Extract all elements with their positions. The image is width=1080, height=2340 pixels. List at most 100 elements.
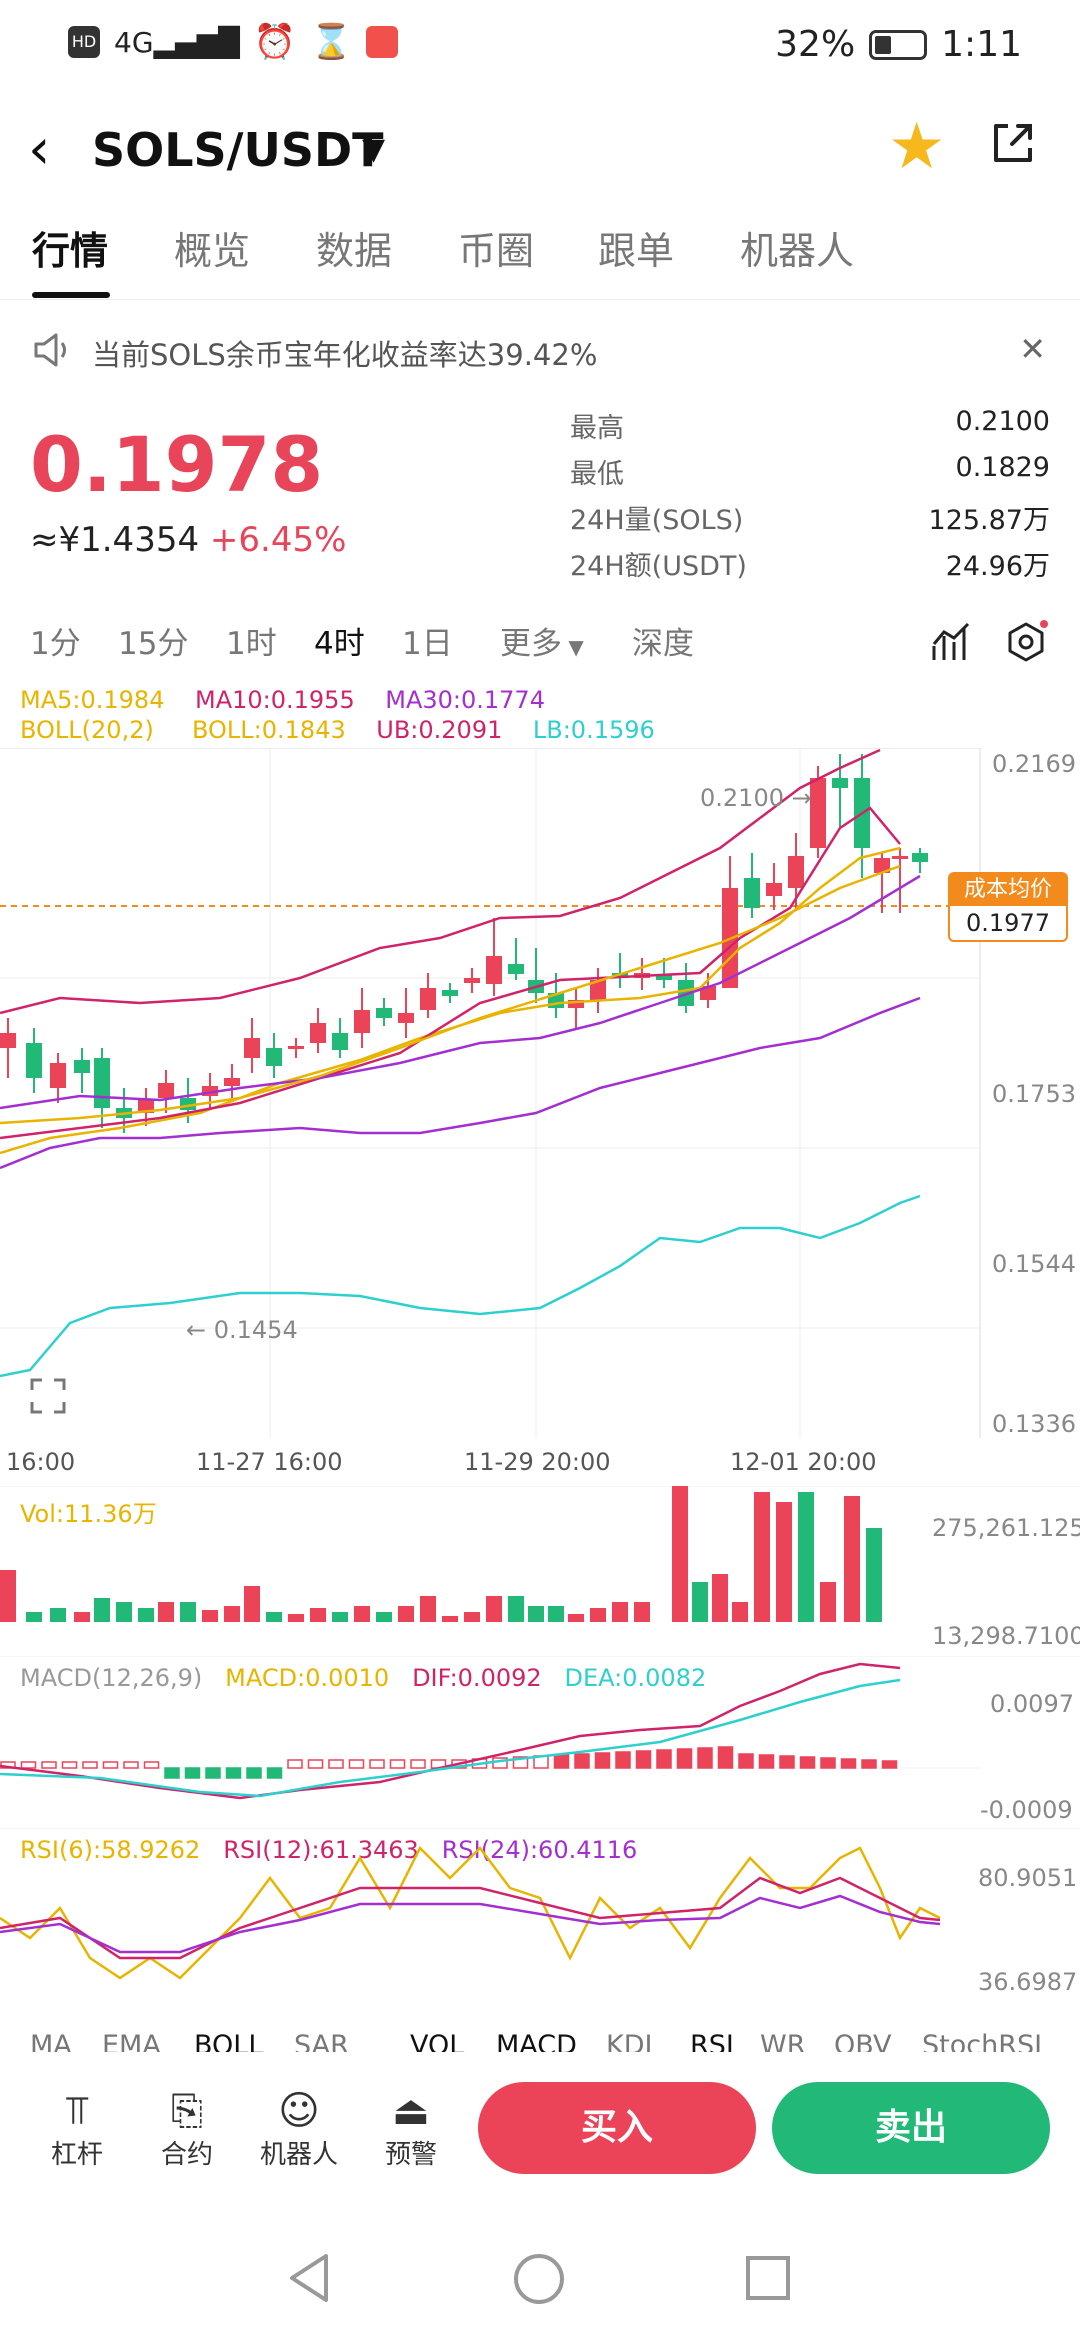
candle-body-31 <box>678 980 694 1006</box>
stat-amount-value: 24.96万 <box>945 551 1050 582</box>
candle-body-4 <box>94 1058 110 1108</box>
alarm-icon: ⏰ <box>253 22 296 62</box>
tool-robot[interactable]: ☺ 机器人 <box>254 2088 344 2171</box>
macd-bar-27 <box>553 1754 570 1769</box>
stat-vol-label: 24H量(SOLS) <box>570 505 744 536</box>
macd-bar-7 <box>143 1761 160 1769</box>
y-tick-3: 0.1544 <box>992 1250 1076 1278</box>
nav-recents-icon[interactable] <box>744 2254 792 2302</box>
macd-bar-29 <box>594 1752 611 1769</box>
candle-body-23 <box>508 964 524 974</box>
tab-overview[interactable]: 概览 <box>174 229 251 273</box>
ind-rsi[interactable]: RSI <box>690 2030 734 2052</box>
notice-banner[interactable]: 当前SOLS余币宝年化收益率达39.42% ✕ <box>0 308 1080 390</box>
tf-depth[interactable]: 深度 <box>632 626 694 662</box>
speaker-icon <box>34 333 66 367</box>
macd-bar-42 <box>861 1759 877 1769</box>
ind-sar[interactable]: SAR <box>294 2030 349 2052</box>
tf-1d[interactable]: 1日 <box>402 626 453 662</box>
ind-stochrsi[interactable]: StochRSI <box>922 2030 1043 2052</box>
volume-bar-27 <box>590 1608 606 1622</box>
tool-robot-label: 机器人 <box>259 2140 338 2170</box>
volume-chart[interactable] <box>0 1486 1080 1652</box>
volume-bar-16 <box>354 1606 370 1622</box>
candle-body-11 <box>244 1038 260 1058</box>
tf-1m[interactable]: 1分 <box>30 626 81 662</box>
share-icon[interactable] <box>990 120 1036 166</box>
tab-copy-trading[interactable]: 跟单 <box>598 229 675 273</box>
candle-body-40 <box>874 858 890 873</box>
candlestick-chart[interactable] <box>0 748 1080 1448</box>
cny-price: ≈¥1.4354 <box>30 520 200 560</box>
candle-body-18 <box>398 1013 414 1023</box>
bottom-action-bar: ⫪ 杠杆 ⎘ 合约 ☺ 机器人 ⏏ 预警 买入 卖出 <box>0 2060 1080 2210</box>
macd-bar-17 <box>348 1759 365 1769</box>
tool-contract[interactable]: ⎘ 合约 <box>142 2088 232 2171</box>
ind-kdj[interactable]: KDJ <box>606 2030 653 2052</box>
nav-home-icon[interactable] <box>512 2252 566 2306</box>
ind-vol[interactable]: VOL <box>410 2030 465 2052</box>
ind-macd[interactable]: MACD <box>496 2030 577 2052</box>
candle-body-26 <box>568 1000 584 1008</box>
macd-bar-8 <box>164 1767 180 1779</box>
cost-price-tag: 成本均价 0.1977 <box>948 872 1068 942</box>
candle-body-21 <box>464 978 480 983</box>
leverage-icon: ⫪ <box>65 2088 89 2134</box>
expand-icon[interactable] <box>28 1376 68 1416</box>
volume-bar-0 <box>0 1570 16 1622</box>
tab-market[interactable]: 行情 <box>32 229 109 273</box>
macd-title: MACD(12,26,9) <box>20 1664 203 1692</box>
rsi-tick-bottom: 36.6987 <box>978 1968 1078 1996</box>
x-tick-0: 16:00 <box>6 1448 76 1476</box>
main-tabs: 行情 概览 数据 币圈 跟单 机器人 <box>0 210 1080 300</box>
last-price: 0.1978 <box>30 420 324 509</box>
candle-body-9 <box>202 1086 218 1096</box>
ind-boll[interactable]: BOLL <box>194 2030 264 2052</box>
rsi-chart[interactable] <box>0 1828 1080 2000</box>
rsi6-value: RSI(6):58.9262 <box>20 1836 201 1864</box>
pair-title[interactable]: SOLS/USDT <box>92 123 384 177</box>
indicator-icon[interactable] <box>930 620 974 664</box>
favorite-star-icon[interactable]: ★ <box>888 110 946 184</box>
close-icon[interactable]: ✕ <box>1019 330 1046 368</box>
macd-bar-43 <box>881 1760 898 1769</box>
ind-ma[interactable]: MA <box>30 2030 72 2052</box>
tf-more[interactable]: 更多 ▼ <box>500 626 584 662</box>
candle-body-22 <box>486 956 502 984</box>
vol-tick-bottom: 13,298.7100 <box>932 1622 1080 1650</box>
tab-data[interactable]: 数据 <box>316 229 393 273</box>
tool-alert[interactable]: ⏏ 预警 <box>366 2088 456 2171</box>
volume-bar-10 <box>224 1606 240 1622</box>
rsi12-line <box>0 1876 941 1960</box>
macd-bar-9 <box>184 1767 201 1779</box>
sell-button[interactable]: 卖出 <box>772 2082 1050 2174</box>
macd-chart[interactable] <box>0 1656 1080 1826</box>
tf-1h[interactable]: 1时 <box>226 626 277 662</box>
volume-bar-6 <box>138 1608 154 1622</box>
back-icon[interactable]: ‹ <box>28 117 51 182</box>
tool-leverage[interactable]: ⫪ 杠杆 <box>32 2088 122 2171</box>
nav-back-icon[interactable] <box>284 2252 334 2304</box>
indicator-tabs: MA EMA BOLL SAR VOL MACD KDJ RSI WR OBV … <box>0 2030 1080 2052</box>
candle-body-36 <box>788 856 804 888</box>
volume-bar-2 <box>50 1608 66 1622</box>
macd-bar-12 <box>246 1767 262 1779</box>
tf-15m[interactable]: 15分 <box>118 626 189 662</box>
macd-bar-14 <box>287 1759 303 1769</box>
tab-community[interactable]: 币圈 <box>458 229 535 273</box>
candle-body-17 <box>376 1008 392 1018</box>
macd-bar-15 <box>307 1759 324 1769</box>
ind-ema[interactable]: EMA <box>102 2030 161 2052</box>
ind-obv[interactable]: OBV <box>834 2030 892 2052</box>
buy-button[interactable]: 买入 <box>478 2082 756 2174</box>
volume-bar-17 <box>376 1612 392 1622</box>
tab-robot[interactable]: 机器人 <box>740 229 855 273</box>
pair-dropdown-icon[interactable]: ▼ <box>362 132 386 167</box>
settings-gear-icon[interactable] <box>1004 620 1048 664</box>
candle-body-16 <box>354 1010 370 1033</box>
macd-bar-31 <box>635 1750 652 1769</box>
clock: 1:11 <box>941 24 1022 65</box>
macd-bar-28 <box>574 1753 590 1769</box>
tf-4h[interactable]: 4时 <box>314 626 365 662</box>
ind-wr[interactable]: WR <box>760 2030 806 2052</box>
